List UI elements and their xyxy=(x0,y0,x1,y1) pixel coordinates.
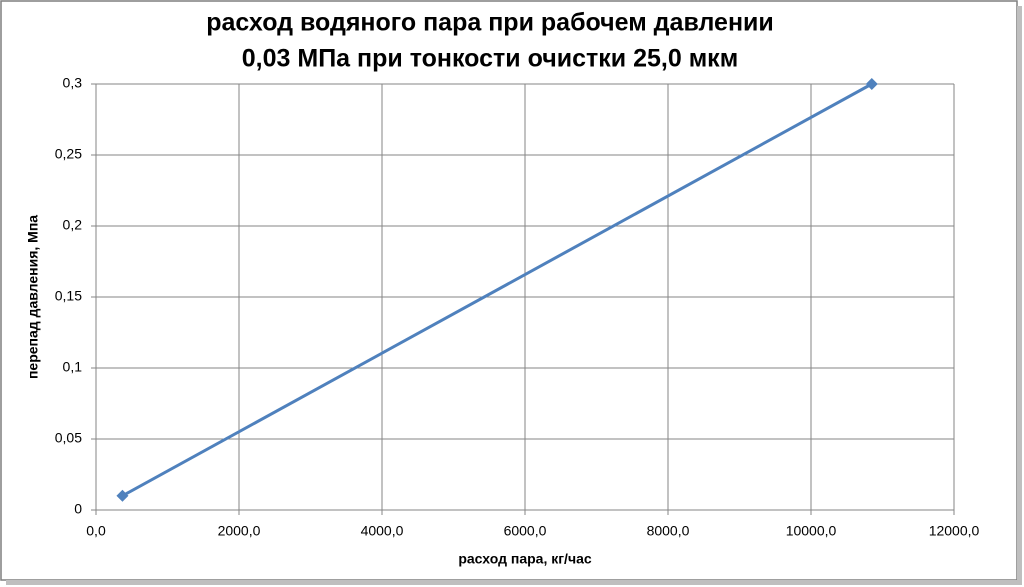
chart-title: расход водяного пара при рабочем давлени… xyxy=(206,9,774,37)
y-tick-label: 0,15 xyxy=(55,288,82,304)
y-tick-label: 0,25 xyxy=(55,146,82,162)
x-tick-label: 2000,0 xyxy=(218,523,261,539)
point-marker xyxy=(865,78,878,90)
y-axis-title: перепад давления, Мпа xyxy=(25,215,41,379)
x-tick-label: 0,0 xyxy=(86,523,106,539)
x-tick-label: 4000,0 xyxy=(361,523,404,539)
chart-title: 0,03 МПа при тонкости очистки 25,0 мкм xyxy=(242,45,738,73)
y-tick-label: 0,05 xyxy=(55,430,82,446)
point-marker xyxy=(116,489,129,502)
y-tick-label: 0,3 xyxy=(63,75,83,91)
frame-shadow xyxy=(6,580,1020,585)
frame-shadow xyxy=(1017,6,1022,585)
x-tick-label: 6000,0 xyxy=(504,523,547,539)
y-tick-label: 0,2 xyxy=(63,217,83,233)
y-tick-label: 0,1 xyxy=(63,359,83,375)
x-tick-label: 8000,0 xyxy=(647,523,690,539)
x-tick-label: 10000,0 xyxy=(786,523,837,539)
x-tick-label: 12000,0 xyxy=(929,523,980,539)
y-tick-label: 0 xyxy=(74,501,82,517)
x-axis-title: расход пара, кг/час xyxy=(458,551,592,567)
series-line xyxy=(121,82,873,498)
